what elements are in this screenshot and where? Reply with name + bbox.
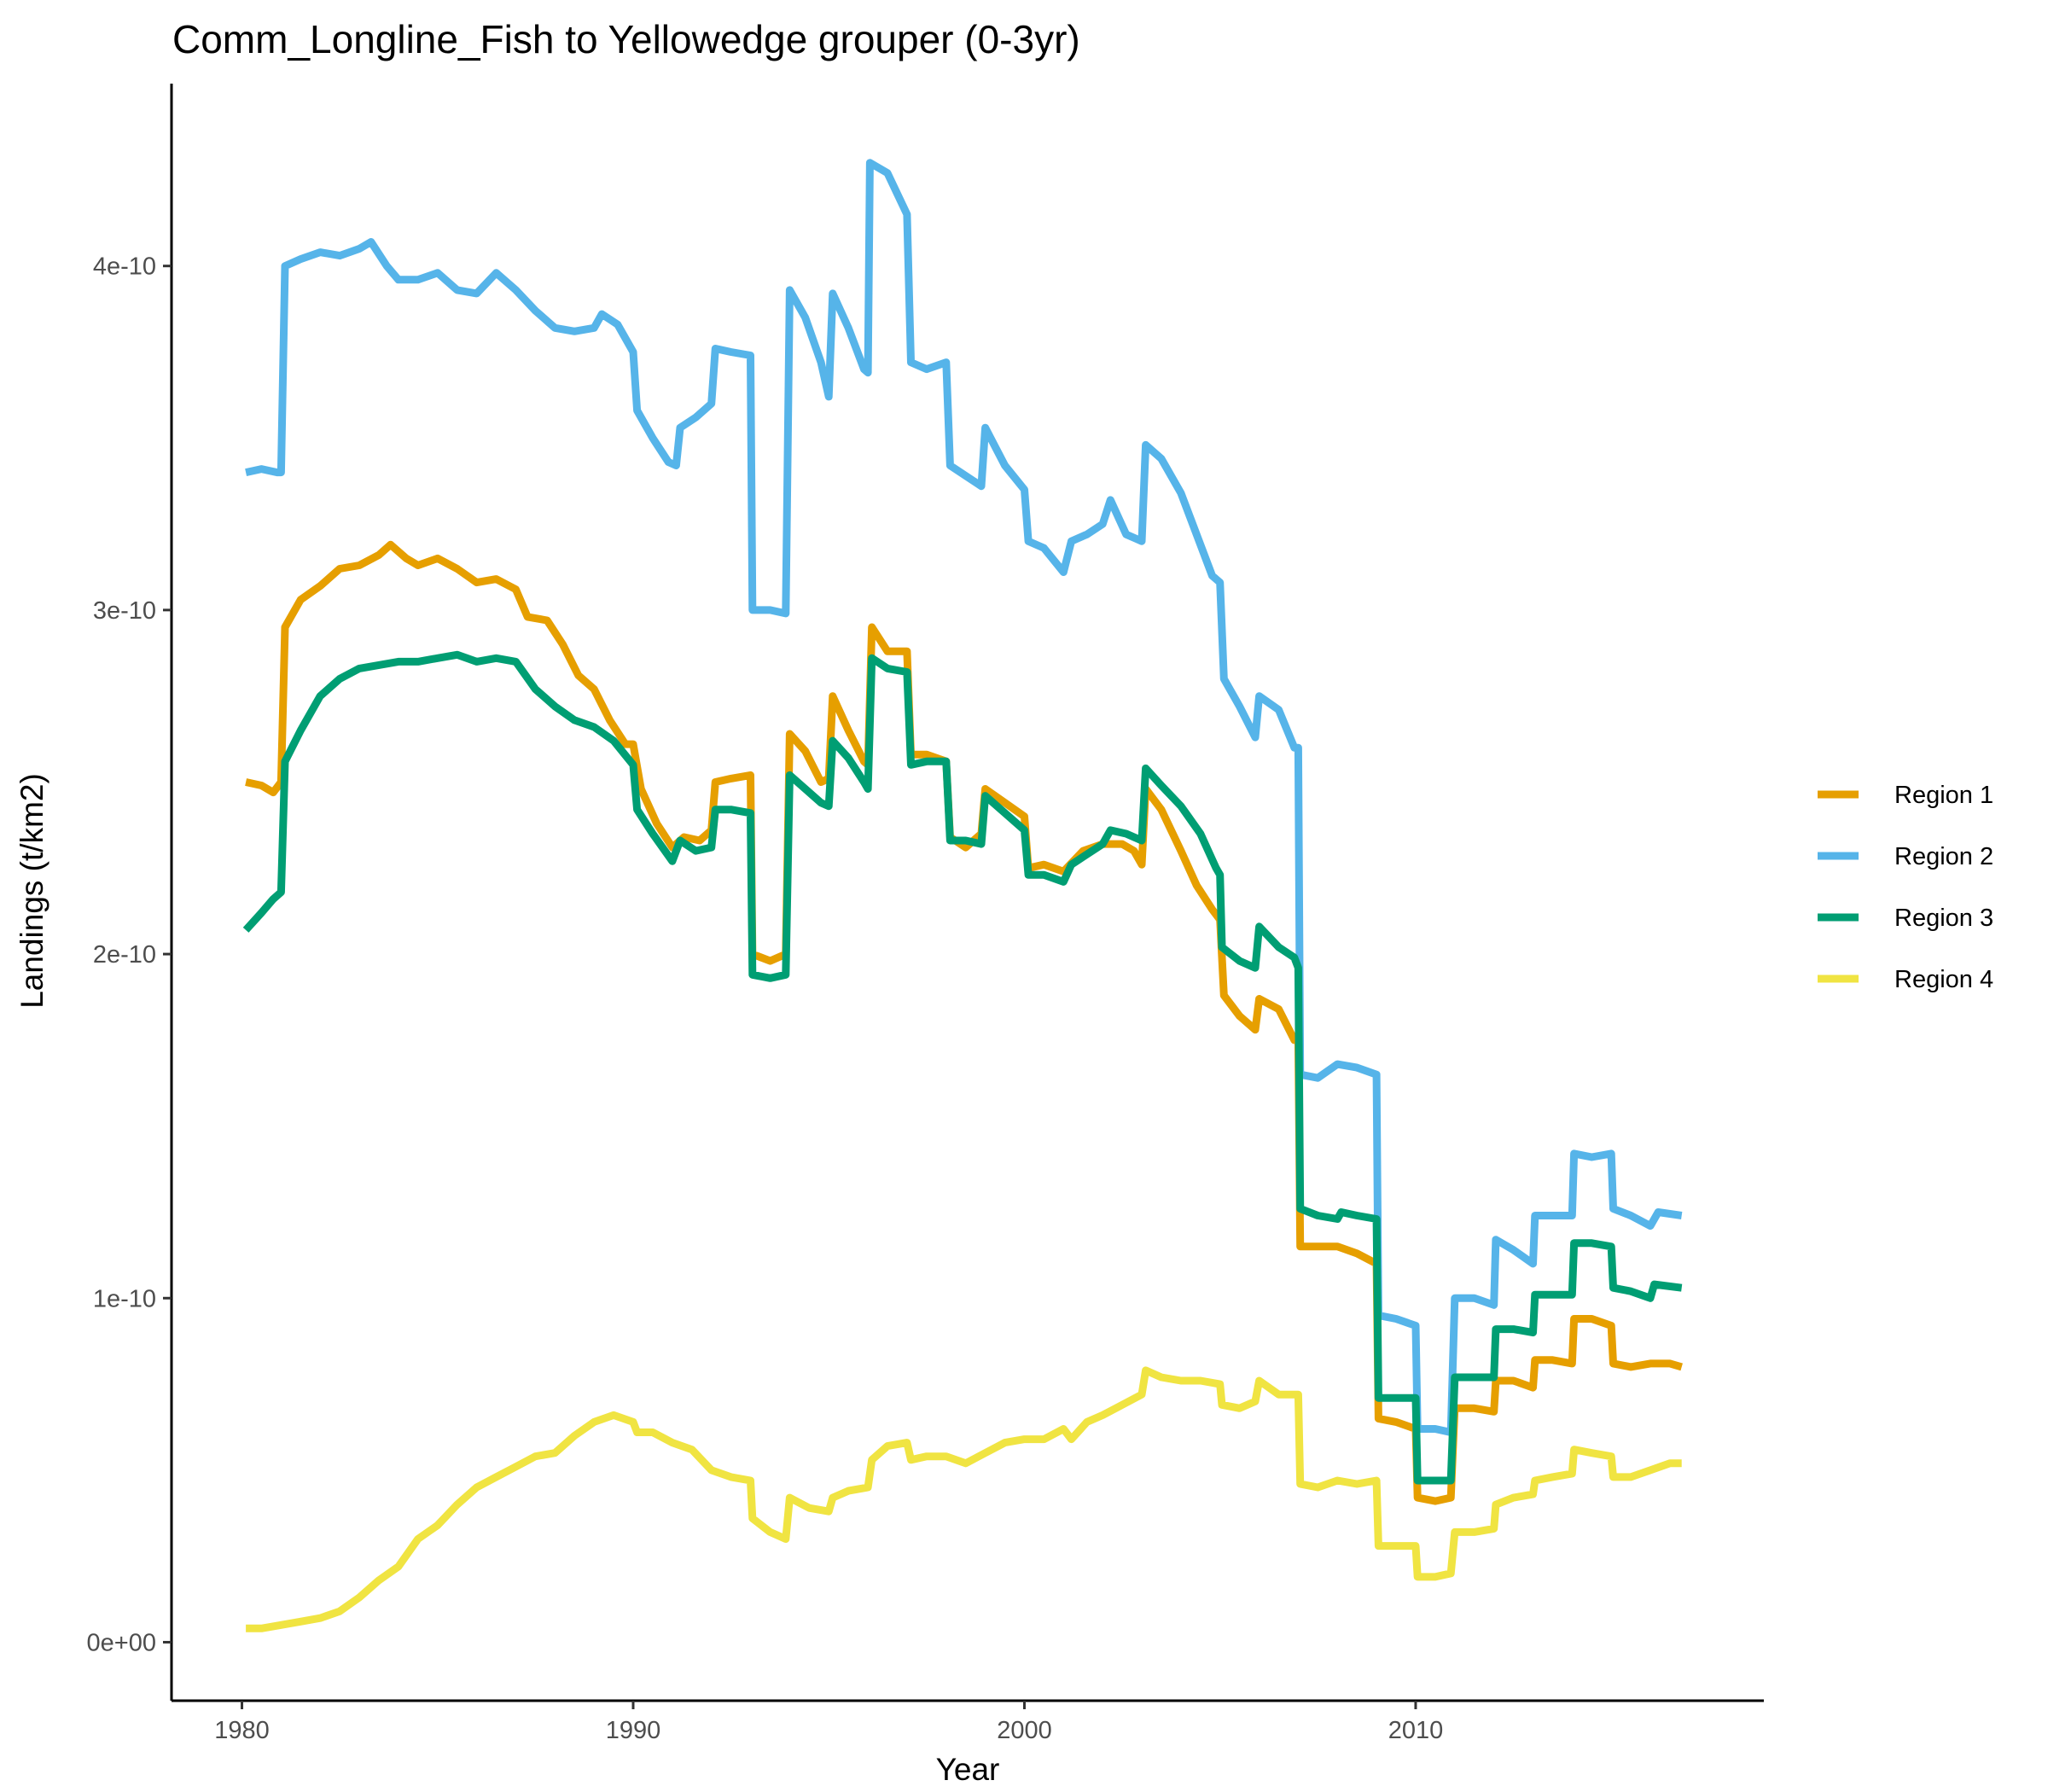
- legend-label-region-3: Region 3: [1894, 905, 1993, 932]
- x-tick-label: 1980: [214, 1717, 270, 1744]
- x-axis-ticks: 1980 1990 2000 2010: [214, 1701, 1443, 1744]
- y-axis-label: Landings (t/km2): [15, 773, 49, 1009]
- y-tick-label: 3e-10: [93, 597, 156, 625]
- series-line-region-4: [246, 1366, 1682, 1632]
- chart-title: Comm_Longline_Fish to Yellowedge grouper…: [172, 17, 1080, 61]
- x-tick-label: 2010: [1388, 1717, 1444, 1744]
- y-tick-label: 2e-10: [93, 941, 156, 969]
- plot-area: 0e+00 1e-10 2e-10 3e-10 4e-10 1980 1990 2000 20…: [87, 84, 1764, 1744]
- series-line-region-1: [245, 540, 1683, 1505]
- legend-label-region-2: Region 2: [1894, 843, 1993, 870]
- x-axis-label: Year: [936, 1752, 1000, 1787]
- series-layer: [242, 159, 1683, 1632]
- y-tick-label: 0e+00: [87, 1629, 156, 1656]
- legend-label-region-4: Region 4: [1894, 966, 1993, 993]
- y-axis-ticks: 0e+00 1e-10 2e-10 3e-10 4e-10: [87, 253, 172, 1656]
- legend-label-region-1: Region 1: [1894, 782, 1993, 809]
- y-tick-label: 4e-10: [93, 253, 156, 281]
- x-tick-label: 2000: [997, 1717, 1052, 1744]
- legend: Region 1 Region 2 Region 3 Region 4: [1818, 782, 1993, 993]
- x-tick-label: 1990: [606, 1717, 661, 1744]
- series-line-region-2: [245, 159, 1683, 1436]
- series-line-region-3: [242, 650, 1683, 1485]
- y-tick-label: 1e-10: [93, 1285, 156, 1312]
